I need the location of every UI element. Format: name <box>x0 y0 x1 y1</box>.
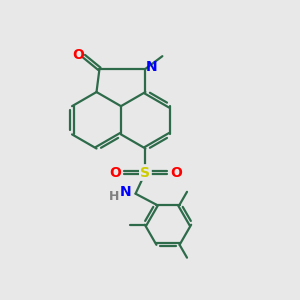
Text: N: N <box>119 185 131 199</box>
Text: O: O <box>73 48 85 62</box>
Text: N: N <box>146 59 158 74</box>
Text: O: O <box>170 166 182 179</box>
Text: S: S <box>140 166 150 179</box>
Text: O: O <box>109 166 121 179</box>
Text: H: H <box>109 190 119 202</box>
